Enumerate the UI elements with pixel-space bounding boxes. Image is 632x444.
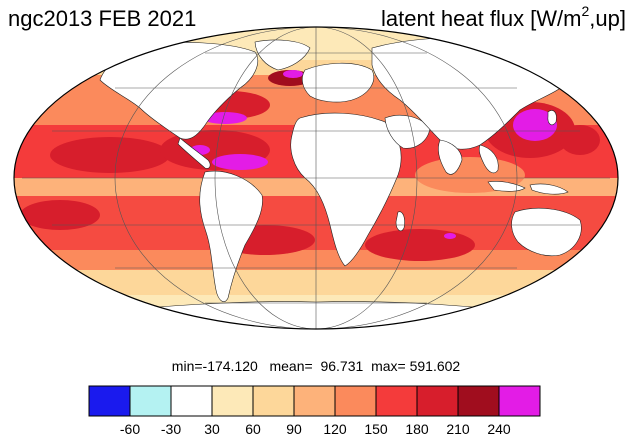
colorbar-swatch <box>170 385 213 417</box>
colorbar-tick-label: 120 <box>323 421 347 437</box>
colorbar-tick-label: 180 <box>405 421 429 437</box>
colorbar-tick-label: 30 <box>204 421 220 437</box>
variable-title-tail: ,up] <box>589 6 626 31</box>
colorbar-swatch <box>416 385 459 417</box>
colorbar-swatch <box>211 385 254 417</box>
field-statistics: min=-174.120 mean= 96.731 max= 591.602 <box>0 357 632 375</box>
colorbar <box>88 385 541 417</box>
min-label: min= <box>171 358 203 374</box>
colorbar-tick-label: 150 <box>364 421 388 437</box>
colorbar-tick-label: 90 <box>286 421 302 437</box>
colorbar-swatch <box>375 385 418 417</box>
colorbar-labels: -60 -30 30 60 90 120 150 180 210 240 <box>120 421 511 437</box>
colorbar-tick-label: 240 <box>487 421 511 437</box>
map-title: ngc2013 FEB 2021 <box>8 6 197 31</box>
mean-label: mean= <box>269 358 313 374</box>
colorbar-swatch <box>88 385 131 417</box>
variable-title-exponent: 2 <box>581 2 590 19</box>
colorbar-tick-label: 210 <box>446 421 470 437</box>
min-value: -174.120 <box>202 358 258 374</box>
colorbar-tick-label: -60 <box>120 421 140 437</box>
map-border <box>13 26 619 330</box>
colorbar-tick-label: -30 <box>161 421 181 437</box>
colorbar-tick-label: 60 <box>245 421 261 437</box>
colorbar-swatch <box>293 385 336 417</box>
max-label: max= <box>371 358 406 374</box>
colorbar-swatch <box>457 385 500 417</box>
colorbar-swatch <box>252 385 295 417</box>
max-value: 591.602 <box>409 358 461 374</box>
colorbar-swatch <box>129 385 172 417</box>
colorbar-swatch <box>498 385 541 417</box>
variable-title-main: latent heat flux [W/m <box>380 6 582 31</box>
variable-title: latent heat flux [W/m2,up] <box>380 2 626 32</box>
colorbar-swatch <box>334 385 377 417</box>
mean-value: 96.731 <box>320 358 364 374</box>
